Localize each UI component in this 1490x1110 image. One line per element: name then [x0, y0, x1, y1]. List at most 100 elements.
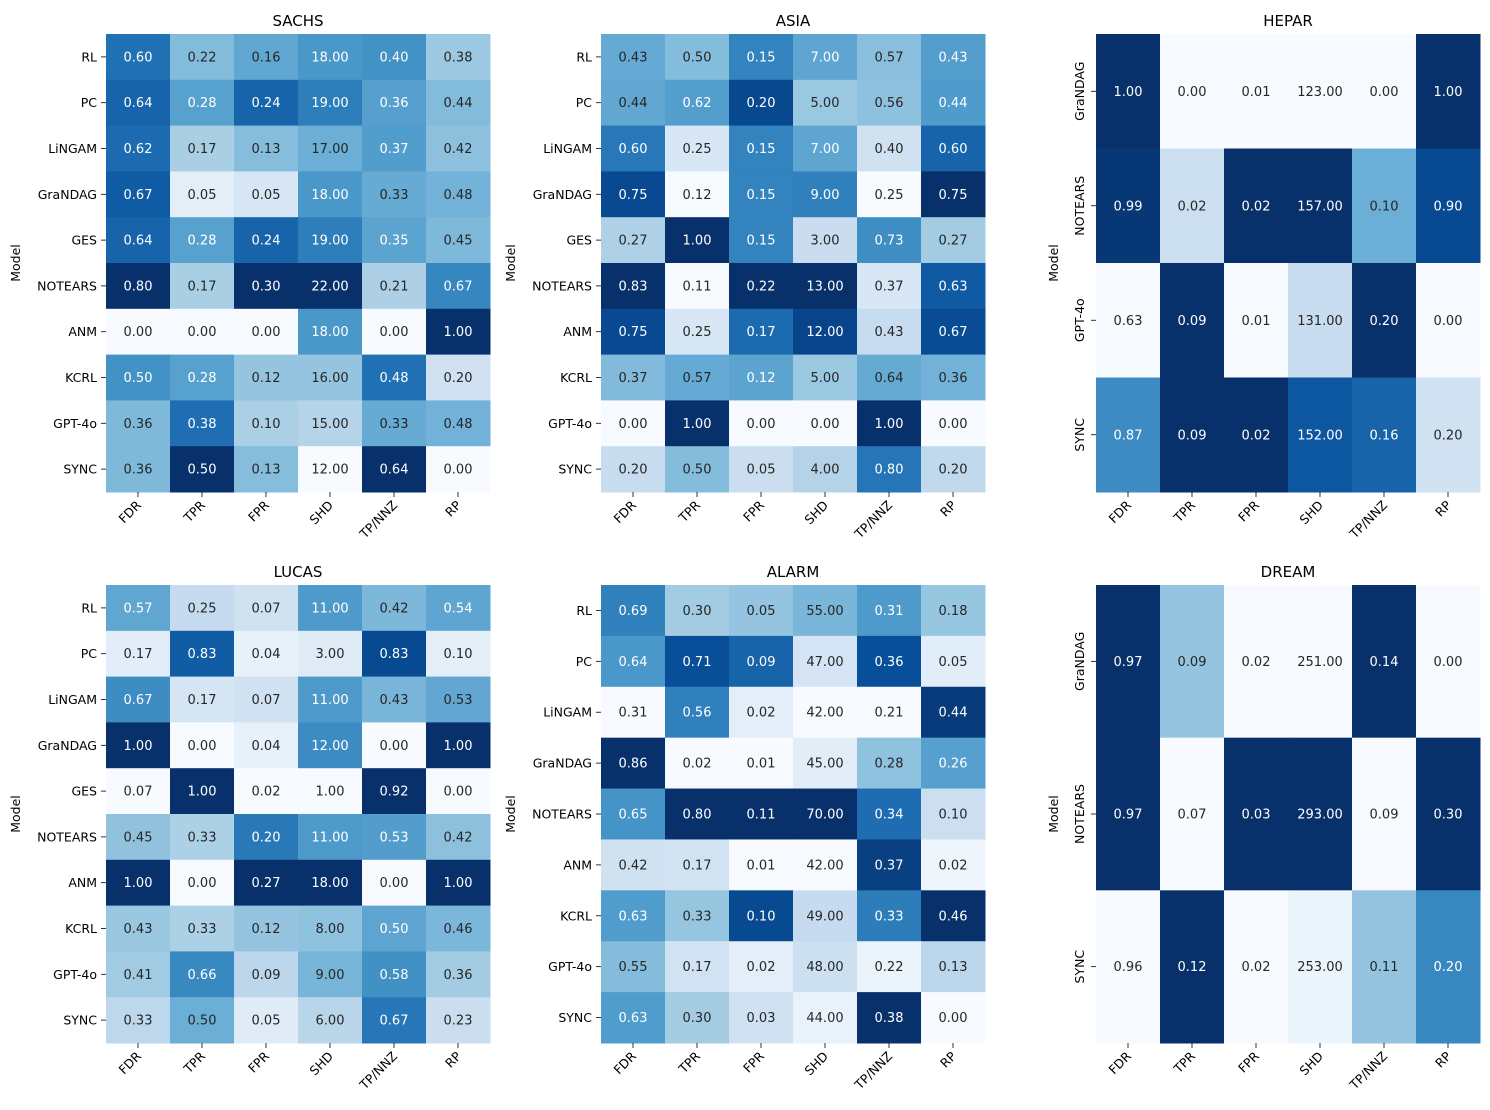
cell-value-label: 0.90 [1434, 199, 1463, 214]
cell-value-label: 0.00 [380, 325, 409, 340]
cell-value-label: 0.28 [188, 371, 217, 386]
cell-value-label: 22.00 [311, 279, 348, 294]
cell-value-label: 0.17 [188, 693, 217, 708]
heatmap-cell [601, 125, 666, 172]
x-tick-label: TP/NNZ [1346, 498, 1390, 542]
cell-value-label: 0.07 [124, 785, 153, 800]
cell-value-label: 0.42 [619, 858, 648, 873]
cell-value-label: 0.56 [875, 96, 904, 111]
x-tick-label: FPR [740, 497, 767, 524]
cell-value-label: 0.05 [939, 655, 968, 670]
cell-value-label: 0.64 [875, 371, 904, 386]
heatmap-cell [106, 997, 171, 1044]
heatmap-cell [426, 768, 491, 815]
cell-value-label: 0.57 [683, 371, 712, 386]
chart-title: ALARM [767, 563, 820, 581]
heatmap-cell [298, 34, 363, 81]
cell-value-label: 19.00 [311, 234, 348, 249]
heatmap-cell [298, 859, 363, 907]
cell-value-label: 0.00 [1370, 85, 1399, 100]
cell-value-label: 0.33 [188, 922, 217, 937]
heatmap-cell [106, 446, 171, 493]
heatmap-panel-sachs: 0.60 0.22 0.16 18.00 0.40 0.38 0.64 0.28 0.24 19.… [8, 12, 491, 542]
cell-value-label: 0.07 [252, 693, 281, 708]
heatmap-cell [234, 446, 299, 493]
cell-value-label: 0.60 [939, 142, 968, 157]
y-tick-label: GraNDAG [533, 187, 592, 202]
heatmap-cell [1416, 148, 1481, 264]
cell-value-label: 0.23 [444, 1014, 473, 1029]
heatmap-cell [921, 354, 986, 401]
cell-value-label: 0.02 [939, 858, 968, 873]
x-tick-label: SHD [1296, 498, 1326, 528]
heatmap-cell [793, 217, 858, 264]
cell-value-label: 18.00 [311, 50, 348, 65]
y-axis-label: Model [1046, 795, 1061, 833]
cell-value-label: 0.00 [1434, 314, 1463, 329]
cell-value-label: 16.00 [311, 371, 348, 386]
heatmap-cell [601, 635, 666, 688]
heatmap-cell [729, 446, 794, 493]
heatmap-cell [1096, 148, 1161, 264]
heatmap-cell [665, 34, 730, 81]
x-tick-label: FDR [1105, 1048, 1134, 1077]
heatmap-cell [426, 400, 491, 447]
heatmap-cell [106, 585, 171, 632]
y-tick-label: PC [576, 654, 593, 669]
y-tick-label: NOTEARS [1072, 176, 1087, 236]
heatmap-cell [170, 217, 235, 264]
heatmap-cell [857, 839, 922, 891]
cell-value-label: 0.10 [252, 417, 281, 432]
heatmap-cell [1160, 263, 1225, 378]
cell-value-label: 7.00 [811, 142, 840, 157]
cell-value-label: 0.75 [619, 325, 648, 340]
cell-value-label: 0.25 [875, 188, 904, 203]
cell-value-label: 0.55 [619, 960, 648, 975]
heatmap-cell [793, 992, 858, 1044]
heatmap-cell [234, 814, 299, 861]
heatmap-cell [170, 171, 235, 218]
heatmap-cell [362, 125, 427, 172]
cell-value-label: 0.02 [252, 785, 281, 800]
x-tick-label: SHD [306, 1049, 336, 1079]
y-tick-label: RL [81, 600, 97, 615]
heatmap-cell [1352, 34, 1417, 149]
heatmap-cell [665, 400, 730, 447]
cell-value-label: 11.00 [311, 830, 348, 845]
heatmap-cell [362, 79, 427, 127]
cell-value-label: 0.00 [939, 417, 968, 432]
heatmap-cell [426, 630, 491, 678]
y-tick-label: SYNC [558, 1010, 592, 1025]
cell-value-label: 0.22 [875, 960, 904, 975]
heatmap-cell [665, 686, 730, 739]
heatmap-cell [665, 737, 730, 790]
heatmap-cell [921, 79, 986, 127]
cell-value-label: 0.04 [252, 739, 281, 754]
heatmap-cell [170, 630, 235, 678]
heatmap-cell [793, 125, 858, 172]
heatmap-cell [857, 400, 922, 447]
heatmap-cell [426, 997, 491, 1044]
y-tick-label: LiNGAM [48, 692, 97, 707]
cell-value-label: 0.36 [124, 417, 153, 432]
heatmap-cell [601, 400, 666, 447]
heatmap-cell [793, 263, 858, 310]
heatmap-cell [298, 997, 363, 1044]
cell-value-label: 0.01 [747, 858, 776, 873]
heatmap-cell [729, 217, 794, 264]
cell-value-label: 42.00 [806, 706, 843, 721]
heatmap-cell [234, 79, 299, 127]
heatmap-cell [793, 308, 858, 356]
cell-value-label: 0.63 [619, 1011, 648, 1026]
cell-value-label: 7.00 [811, 50, 840, 65]
heatmap-cell [426, 217, 491, 264]
cell-value-label: 0.09 [1178, 655, 1207, 670]
y-tick-label: ANM [563, 324, 592, 339]
cell-value-label: 1.00 [316, 785, 345, 800]
cell-value-label: 44.00 [806, 1011, 843, 1026]
y-tick-label: NOTEARS [532, 807, 592, 822]
cell-value-label: 0.05 [252, 1014, 281, 1029]
cell-value-label: 0.33 [875, 909, 904, 924]
chart-title: DREAM [1261, 563, 1316, 581]
